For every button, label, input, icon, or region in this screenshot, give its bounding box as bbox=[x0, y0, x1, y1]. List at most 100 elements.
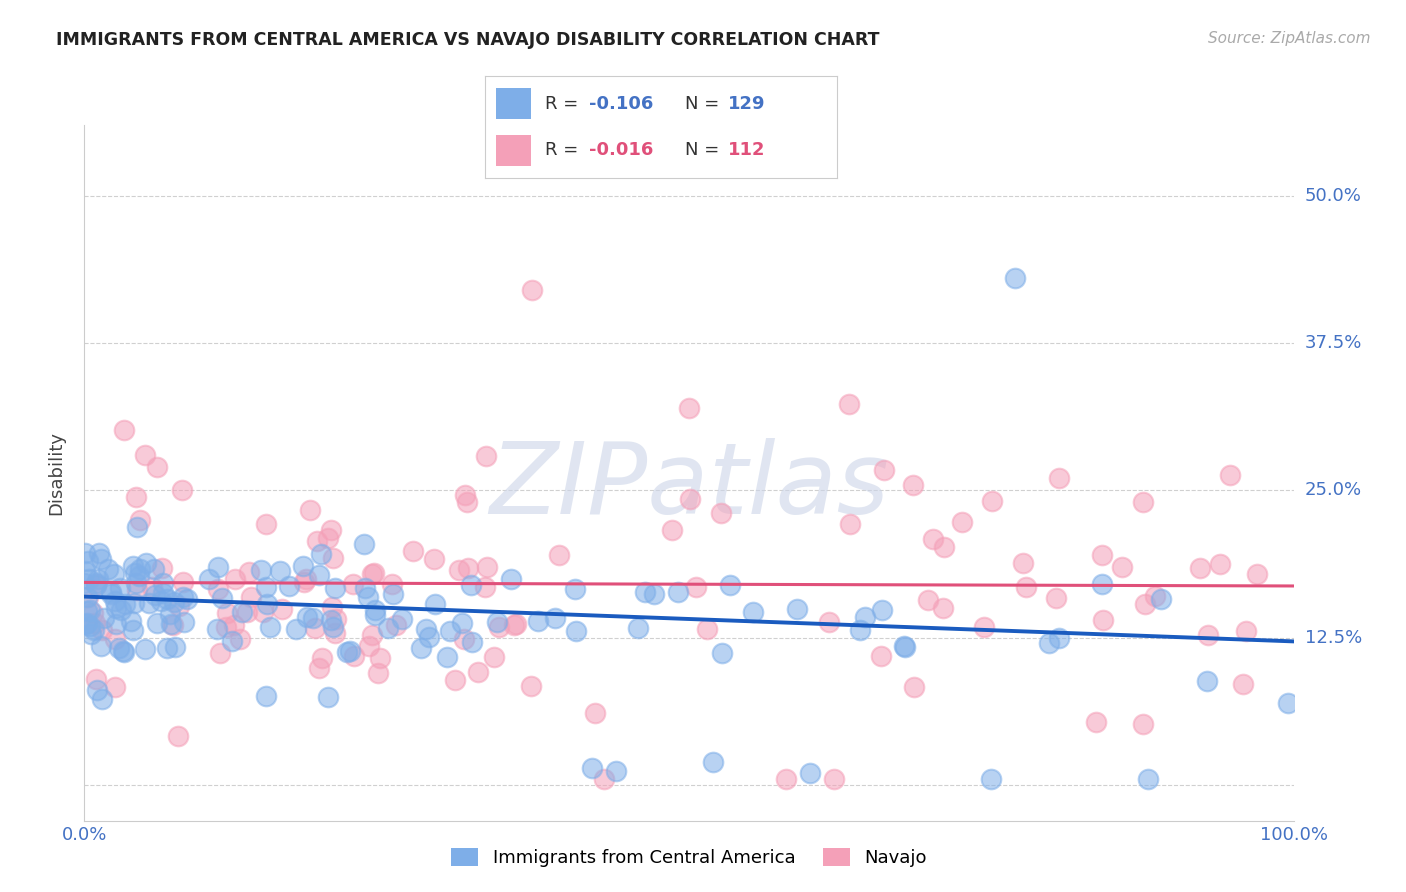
Text: 129: 129 bbox=[728, 95, 765, 113]
Navajo bbox=[870, 648, 893, 663]
Navajo bbox=[215, 606, 238, 620]
Immigrants from Central America bbox=[1149, 591, 1171, 606]
Immigrants from Central America bbox=[357, 590, 380, 604]
Navajo bbox=[385, 618, 408, 632]
Immigrants from Central America bbox=[134, 642, 156, 657]
Navajo bbox=[112, 424, 135, 438]
Navajo bbox=[917, 592, 939, 607]
Navajo bbox=[818, 615, 841, 630]
Navajo bbox=[921, 532, 943, 546]
Navajo bbox=[467, 665, 489, 679]
Navajo bbox=[236, 605, 259, 619]
Immigrants from Central America bbox=[544, 610, 567, 624]
Navajo bbox=[520, 679, 543, 693]
Immigrants from Central America bbox=[308, 568, 330, 582]
Immigrants from Central America bbox=[461, 635, 484, 649]
Text: IMMIGRANTS FROM CENTRAL AMERICA VS NAVAJO DISABILITY CORRELATION CHART: IMMIGRANTS FROM CENTRAL AMERICA VS NAVAJ… bbox=[56, 31, 880, 49]
Navajo bbox=[482, 650, 505, 665]
Immigrants from Central America bbox=[152, 586, 174, 600]
Immigrants from Central America bbox=[336, 645, 359, 659]
Immigrants from Central America bbox=[77, 554, 100, 568]
Navajo bbox=[1085, 715, 1108, 730]
Navajo bbox=[84, 672, 107, 686]
Navajo bbox=[146, 459, 169, 474]
Navajo bbox=[1189, 561, 1212, 575]
Immigrants from Central America bbox=[411, 640, 433, 655]
Immigrants from Central America bbox=[364, 602, 387, 616]
Immigrants from Central America bbox=[122, 596, 145, 610]
Immigrants from Central America bbox=[122, 559, 145, 574]
Immigrants from Central America bbox=[173, 615, 195, 630]
Immigrants from Central America bbox=[110, 602, 132, 616]
Navajo bbox=[298, 502, 321, 516]
Navajo bbox=[172, 574, 194, 589]
Immigrants from Central America bbox=[718, 578, 741, 592]
Immigrants from Central America bbox=[249, 563, 271, 577]
Navajo bbox=[323, 626, 346, 640]
Navajo bbox=[209, 646, 232, 660]
Immigrants from Central America bbox=[418, 630, 440, 644]
Navajo bbox=[661, 523, 683, 537]
Immigrants from Central America bbox=[163, 595, 186, 609]
Immigrants from Central America bbox=[666, 584, 689, 599]
Navajo bbox=[952, 516, 974, 530]
Navajo bbox=[363, 566, 385, 580]
Immigrants from Central America bbox=[486, 615, 509, 629]
Immigrants from Central America bbox=[870, 603, 893, 617]
Immigrants from Central America bbox=[100, 585, 122, 599]
Immigrants from Central America bbox=[145, 615, 167, 630]
Immigrants from Central America bbox=[231, 605, 253, 619]
Immigrants from Central America bbox=[415, 622, 437, 636]
Immigrants from Central America bbox=[93, 610, 115, 624]
Navajo bbox=[503, 617, 526, 632]
Immigrants from Central America bbox=[152, 576, 174, 591]
Immigrants from Central America bbox=[799, 766, 821, 780]
Navajo bbox=[696, 622, 718, 636]
Navajo bbox=[381, 577, 404, 591]
Navajo bbox=[593, 772, 616, 787]
Navajo bbox=[838, 397, 860, 411]
Navajo bbox=[83, 616, 105, 631]
Text: 112: 112 bbox=[728, 141, 765, 159]
Navajo bbox=[1132, 494, 1154, 508]
Navajo bbox=[1091, 613, 1114, 627]
Navajo bbox=[444, 673, 467, 687]
Immigrants from Central America bbox=[73, 576, 96, 591]
Navajo bbox=[141, 581, 163, 595]
Navajo bbox=[456, 495, 478, 509]
Navajo bbox=[1208, 558, 1230, 572]
Immigrants from Central America bbox=[77, 573, 100, 587]
Text: -0.106: -0.106 bbox=[589, 95, 654, 113]
Navajo bbox=[86, 577, 108, 591]
Immigrants from Central America bbox=[104, 594, 127, 608]
Navajo bbox=[254, 517, 277, 532]
Navajo bbox=[321, 599, 343, 614]
Immigrants from Central America bbox=[103, 566, 125, 581]
Immigrants from Central America bbox=[364, 607, 387, 622]
Immigrants from Central America bbox=[87, 572, 110, 586]
Immigrants from Central America bbox=[634, 585, 657, 599]
Navajo bbox=[932, 541, 955, 555]
Immigrants from Central America bbox=[302, 610, 325, 624]
Navajo bbox=[1012, 556, 1035, 570]
Navajo bbox=[76, 590, 98, 604]
Immigrants from Central America bbox=[128, 561, 150, 575]
Navajo bbox=[82, 606, 104, 620]
Immigrants from Central America bbox=[111, 644, 134, 658]
Navajo bbox=[125, 582, 148, 597]
Navajo bbox=[215, 620, 238, 634]
Immigrants from Central America bbox=[643, 587, 665, 601]
Immigrants from Central America bbox=[125, 575, 148, 590]
Navajo bbox=[1091, 548, 1114, 562]
Legend: Immigrants from Central America, Navajo: Immigrants from Central America, Navajo bbox=[444, 841, 934, 874]
Immigrants from Central America bbox=[207, 622, 229, 636]
Navajo bbox=[304, 621, 326, 635]
Navajo bbox=[360, 628, 382, 642]
Navajo bbox=[1111, 560, 1133, 574]
Immigrants from Central America bbox=[259, 620, 281, 634]
Navajo bbox=[167, 599, 190, 613]
Immigrants from Central America bbox=[75, 546, 97, 560]
Immigrants from Central America bbox=[76, 604, 98, 618]
Navajo bbox=[1132, 717, 1154, 731]
Immigrants from Central America bbox=[79, 603, 101, 617]
